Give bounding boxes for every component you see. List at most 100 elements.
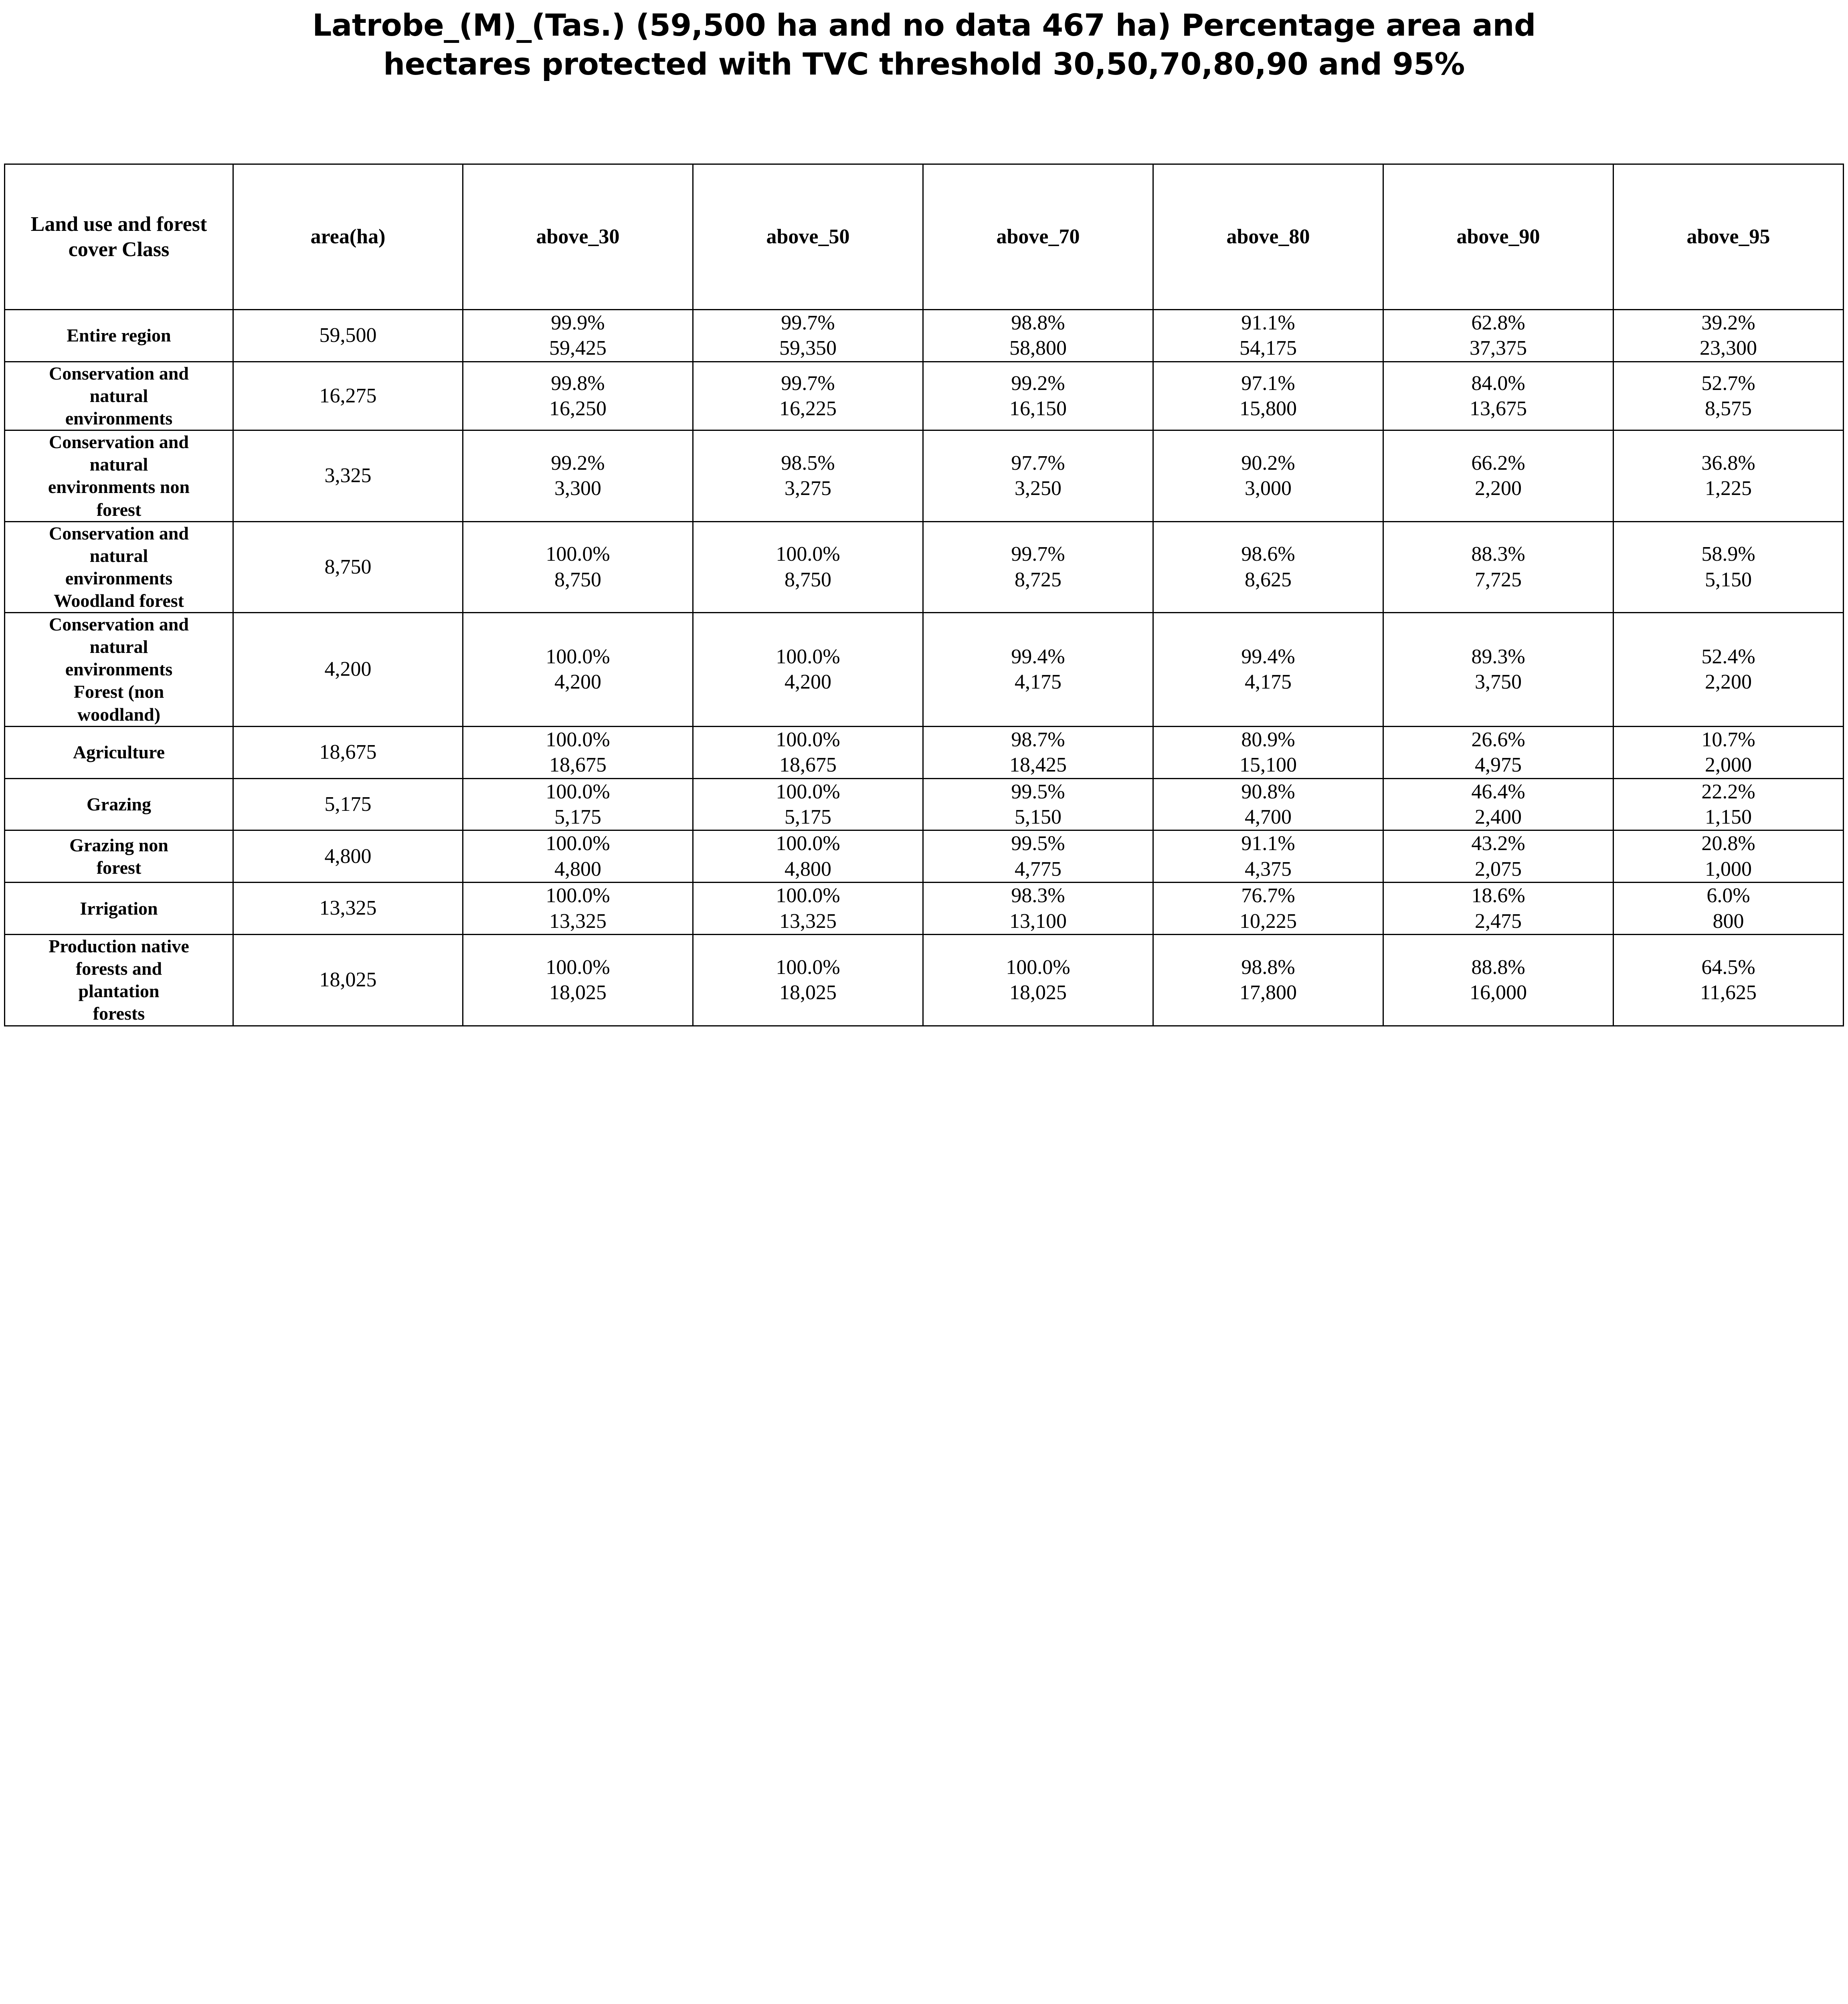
cell-above-90: 66.2% 2,200 xyxy=(1383,430,1614,522)
cell-above-30: 100.0% 4,200 xyxy=(462,612,694,727)
page-title: Latrobe_(M)_(Tas.) (59,500 ha and no dat… xyxy=(0,0,1848,84)
row-label: Conservation and natural environments Wo… xyxy=(4,521,234,614)
cell-above-30: 99.9% 59,425 xyxy=(462,309,694,362)
column-header-above-80: above_80 xyxy=(1152,164,1384,310)
page-title-line-1: Latrobe_(M)_(Tas.) (59,500 ha and no dat… xyxy=(312,7,1536,43)
row-label: Conservation and natural environments Fo… xyxy=(4,612,234,727)
cell-above-30: 100.0% 8,750 xyxy=(462,521,694,614)
column-header-above-50: above_50 xyxy=(692,164,924,310)
cell-above-95: 52.7% 8,575 xyxy=(1613,361,1844,431)
column-header-above-30: above_30 xyxy=(462,164,694,310)
row-area: 5,175 xyxy=(233,778,463,831)
cell-above-80: 76.7% 10,225 xyxy=(1152,882,1384,935)
cell-above-90: 26.6% 4,975 xyxy=(1383,725,1614,779)
cell-above-50: 100.0% 4,200 xyxy=(692,612,924,727)
cell-above-50: 100.0% 4,800 xyxy=(692,830,924,883)
cell-above-80: 91.1% 54,175 xyxy=(1152,309,1384,362)
cell-above-80: 91.1% 4,375 xyxy=(1152,830,1384,883)
cell-above-70: 99.4% 4,175 xyxy=(922,612,1154,727)
cell-above-50: 98.5% 3,275 xyxy=(692,430,924,522)
cell-above-50: 100.0% 13,325 xyxy=(692,882,924,935)
cell-above-80: 98.8% 17,800 xyxy=(1152,934,1384,1026)
row-area: 59,500 xyxy=(233,309,463,362)
table-row: Agriculture 18,675 100.0% 18,675 100.0% 18… xyxy=(4,725,1844,779)
cell-above-50: 100.0% 5,175 xyxy=(692,778,924,831)
cell-above-70: 98.7% 18,425 xyxy=(922,725,1154,779)
row-label: Grazing non forest xyxy=(4,830,234,883)
cell-above-50: 100.0% 8,750 xyxy=(692,521,924,614)
table-row: Conservation and natural environments Fo… xyxy=(4,612,1844,727)
row-area: 18,675 xyxy=(233,725,463,779)
row-area: 16,275 xyxy=(233,361,463,431)
cell-above-30: 99.2% 3,300 xyxy=(462,430,694,522)
cell-above-95: 10.7% 2,000 xyxy=(1613,725,1844,779)
cell-above-70: 99.5% 5,150 xyxy=(922,778,1154,831)
row-area: 18,025 xyxy=(233,934,463,1026)
cell-above-95: 39.2% 23,300 xyxy=(1613,309,1844,362)
cell-above-80: 99.4% 4,175 xyxy=(1152,612,1384,727)
cell-above-95: 22.2% 1,150 xyxy=(1613,778,1844,831)
cell-above-50: 100.0% 18,025 xyxy=(692,934,924,1026)
cell-above-80: 98.6% 8,625 xyxy=(1152,521,1384,614)
cell-above-70: 99.2% 16,150 xyxy=(922,361,1154,431)
cell-above-30: 100.0% 18,675 xyxy=(462,725,694,779)
cell-above-50: 99.7% 59,350 xyxy=(692,309,924,362)
cell-above-80: 97.1% 15,800 xyxy=(1152,361,1384,431)
cell-above-95: 20.8% 1,000 xyxy=(1613,830,1844,883)
row-area: 4,200 xyxy=(233,612,463,727)
row-area: 4,800 xyxy=(233,830,463,883)
cell-above-90: 89.3% 3,750 xyxy=(1383,612,1614,727)
row-label: Irrigation xyxy=(4,882,234,935)
column-header-above-90: above_90 xyxy=(1383,164,1614,310)
table-row: Entire region 59,500 99.9% 59,425 99.7% 59… xyxy=(4,309,1844,362)
cell-above-90: 43.2% 2,075 xyxy=(1383,830,1614,883)
table-row: Conservation and natural environments Wo… xyxy=(4,521,1844,614)
column-header-area: area(ha) xyxy=(233,164,463,310)
row-label: Production native forests and plantation… xyxy=(4,934,234,1026)
cell-above-90: 88.8% 16,000 xyxy=(1383,934,1614,1026)
report-table-container: Land use and forest cover Class area(ha)… xyxy=(4,164,1844,1026)
cell-above-70: 99.7% 8,725 xyxy=(922,521,1154,614)
row-area: 8,750 xyxy=(233,521,463,614)
table-row: Production native forests and plantation… xyxy=(4,934,1844,1026)
table-row: Irrigation 13,325 100.0% 13,325 100.0% 13,… xyxy=(4,882,1844,935)
column-header-above-95: above_95 xyxy=(1613,164,1844,310)
cell-above-95: 6.0% 800 xyxy=(1613,882,1844,935)
cell-above-70: 100.0% 18,025 xyxy=(922,934,1154,1026)
protection-summary-table: Land use and forest cover Class area(ha)… xyxy=(4,164,1844,1026)
row-label: Conservation and natural environments no… xyxy=(4,430,234,522)
cell-above-30: 100.0% 5,175 xyxy=(462,778,694,831)
cell-above-30: 100.0% 4,800 xyxy=(462,830,694,883)
cell-above-95: 36.8% 1,225 xyxy=(1613,430,1844,522)
row-area: 3,325 xyxy=(233,430,463,522)
column-header-class: Land use and forest cover Class xyxy=(4,164,234,310)
cell-above-90: 88.3% 7,725 xyxy=(1383,521,1614,614)
cell-above-70: 98.3% 13,100 xyxy=(922,882,1154,935)
cell-above-90: 84.0% 13,675 xyxy=(1383,361,1614,431)
cell-above-30: 100.0% 13,325 xyxy=(462,882,694,935)
row-label: Entire region xyxy=(4,309,234,362)
cell-above-80: 80.9% 15,100 xyxy=(1152,725,1384,779)
row-area: 13,325 xyxy=(233,882,463,935)
cell-above-90: 18.6% 2,475 xyxy=(1383,882,1614,935)
row-label: Grazing xyxy=(4,778,234,831)
row-label: Conservation and natural environments xyxy=(4,361,234,431)
cell-above-95: 64.5% 11,625 xyxy=(1613,934,1844,1026)
table-row: Conservation and natural environments no… xyxy=(4,430,1844,522)
cell-above-50: 99.7% 16,225 xyxy=(692,361,924,431)
cell-above-80: 90.8% 4,700 xyxy=(1152,778,1384,831)
page-title-line-2: hectares protected with TVC threshold 30… xyxy=(383,46,1465,82)
cell-above-95: 52.4% 2,200 xyxy=(1613,612,1844,727)
cell-above-30: 100.0% 18,025 xyxy=(462,934,694,1026)
table-row: Conservation and natural environments 16… xyxy=(4,361,1844,431)
cell-above-70: 99.5% 4,775 xyxy=(922,830,1154,883)
column-header-above-70: above_70 xyxy=(922,164,1154,310)
cell-above-80: 90.2% 3,000 xyxy=(1152,430,1384,522)
cell-above-30: 99.8% 16,250 xyxy=(462,361,694,431)
cell-above-50: 100.0% 18,675 xyxy=(692,725,924,779)
cell-above-90: 62.8% 37,375 xyxy=(1383,309,1614,362)
cell-above-70: 97.7% 3,250 xyxy=(922,430,1154,522)
table-header-row: Land use and forest cover Class area(ha)… xyxy=(4,164,1844,310)
table-row: Grazing 5,175 100.0% 5,175 100.0% 5,175 99… xyxy=(4,778,1844,831)
cell-above-70: 98.8% 58,800 xyxy=(922,309,1154,362)
